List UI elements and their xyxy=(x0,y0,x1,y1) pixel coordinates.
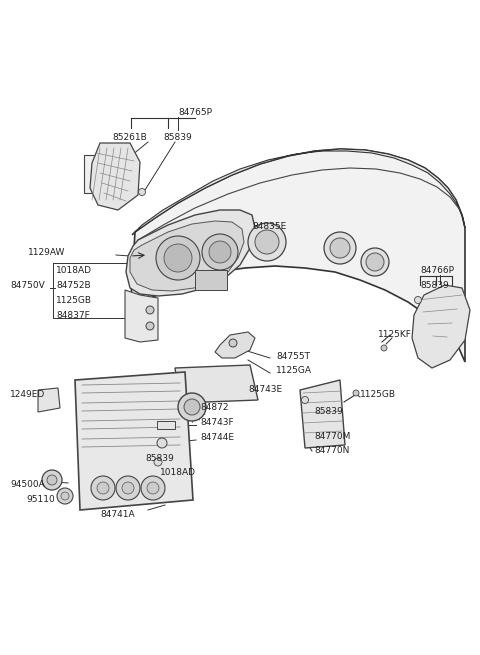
Polygon shape xyxy=(215,332,255,358)
Text: 84744E: 84744E xyxy=(200,433,234,442)
Circle shape xyxy=(154,458,162,466)
Circle shape xyxy=(248,223,286,261)
FancyBboxPatch shape xyxy=(195,270,227,290)
Polygon shape xyxy=(75,372,193,510)
Text: 1125KF: 1125KF xyxy=(378,330,412,339)
Text: 85839: 85839 xyxy=(314,407,343,416)
Polygon shape xyxy=(130,221,244,291)
Polygon shape xyxy=(130,149,465,362)
Circle shape xyxy=(57,488,73,504)
Text: 85261B: 85261B xyxy=(112,133,147,142)
Circle shape xyxy=(141,476,165,500)
Text: 84770N: 84770N xyxy=(314,446,349,455)
Text: 84743F: 84743F xyxy=(200,418,234,427)
Polygon shape xyxy=(300,380,345,448)
Polygon shape xyxy=(90,143,140,210)
Text: 1125GA: 1125GA xyxy=(276,366,312,375)
Text: 84765P: 84765P xyxy=(178,108,212,117)
Circle shape xyxy=(157,438,167,448)
Circle shape xyxy=(330,238,350,258)
Text: 84837F: 84837F xyxy=(56,311,90,320)
Circle shape xyxy=(97,482,109,494)
Text: 1125GB: 1125GB xyxy=(360,390,396,399)
Text: 85839: 85839 xyxy=(420,281,449,290)
Text: 84872: 84872 xyxy=(200,403,228,412)
Polygon shape xyxy=(132,149,465,235)
Text: 1125GB: 1125GB xyxy=(56,296,92,305)
Circle shape xyxy=(415,297,421,303)
Circle shape xyxy=(178,393,206,421)
Polygon shape xyxy=(175,365,258,403)
Text: 85839: 85839 xyxy=(145,454,174,463)
Text: 1129AW: 1129AW xyxy=(28,248,65,257)
Text: 1018AD: 1018AD xyxy=(160,468,196,477)
Text: 84743E: 84743E xyxy=(248,385,282,394)
Circle shape xyxy=(116,476,140,500)
Polygon shape xyxy=(412,285,470,368)
Circle shape xyxy=(164,244,192,272)
Circle shape xyxy=(324,232,356,264)
Polygon shape xyxy=(126,210,255,296)
Circle shape xyxy=(47,475,57,485)
Circle shape xyxy=(202,234,238,270)
FancyBboxPatch shape xyxy=(157,421,175,429)
Circle shape xyxy=(209,241,231,263)
Text: 1018AD: 1018AD xyxy=(56,266,92,275)
Circle shape xyxy=(184,399,200,415)
Circle shape xyxy=(122,482,134,494)
Circle shape xyxy=(139,189,145,195)
Circle shape xyxy=(42,470,62,490)
FancyBboxPatch shape xyxy=(84,155,106,193)
Circle shape xyxy=(255,230,279,254)
Circle shape xyxy=(156,236,200,280)
Circle shape xyxy=(146,322,154,330)
Circle shape xyxy=(381,345,387,351)
Circle shape xyxy=(301,396,309,403)
Text: 84835E: 84835E xyxy=(252,222,286,231)
Circle shape xyxy=(91,476,115,500)
Text: 1249ED: 1249ED xyxy=(10,390,45,399)
Text: 84766P: 84766P xyxy=(420,266,454,275)
Text: 84770M: 84770M xyxy=(314,432,350,441)
Polygon shape xyxy=(125,290,158,342)
Circle shape xyxy=(361,248,389,276)
Circle shape xyxy=(366,253,384,271)
Circle shape xyxy=(146,306,154,314)
Text: 94500A: 94500A xyxy=(10,480,45,489)
Circle shape xyxy=(61,492,69,500)
Polygon shape xyxy=(38,388,60,412)
Circle shape xyxy=(147,482,159,494)
Text: 84752B: 84752B xyxy=(56,281,91,290)
Text: 84741A: 84741A xyxy=(100,510,134,519)
Text: 95110: 95110 xyxy=(26,495,55,504)
Text: 85839: 85839 xyxy=(163,133,192,142)
Text: 84755T: 84755T xyxy=(276,352,310,361)
Circle shape xyxy=(229,339,237,347)
Circle shape xyxy=(353,390,359,396)
Text: 84750V: 84750V xyxy=(10,281,45,290)
